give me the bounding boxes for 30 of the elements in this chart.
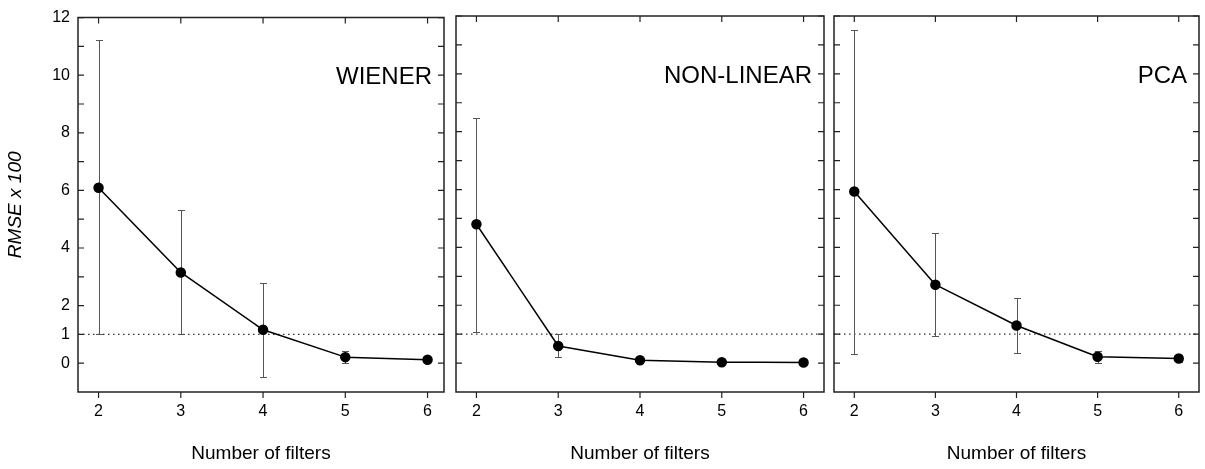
x-tick-label: 6 bbox=[423, 402, 433, 420]
y-tick-label: 8 bbox=[61, 123, 71, 141]
x-tick-label: 5 bbox=[1093, 402, 1103, 420]
y-tick-label: 6 bbox=[61, 180, 71, 198]
x-tick-label: 6 bbox=[799, 402, 809, 420]
x-axis-title: Number of filters bbox=[570, 441, 710, 463]
x-tick-label: 5 bbox=[717, 402, 727, 420]
x-tick-label: 3 bbox=[553, 402, 563, 420]
x-tick-label: 5 bbox=[340, 402, 350, 420]
y-tick-label: 4 bbox=[61, 238, 71, 256]
x-tick-label: 4 bbox=[635, 402, 645, 420]
x-tick-label: 2 bbox=[471, 402, 481, 420]
x-axis-title: Number of filters bbox=[191, 441, 331, 463]
x-tick-label: 4 bbox=[258, 402, 268, 420]
text: PCA bbox=[1137, 60, 1187, 88]
y-tick-label: 1 bbox=[61, 324, 71, 342]
x-tick-label: 2 bbox=[849, 402, 859, 420]
y-tick-label: 2 bbox=[61, 296, 71, 314]
y-tick-label: 12 bbox=[52, 8, 71, 26]
y-tick-label: 10 bbox=[52, 65, 71, 83]
y-axis-title: RMSE x 100 bbox=[3, 151, 25, 259]
x-axis-title: Number of filters bbox=[946, 441, 1087, 463]
x-tick-label: 4 bbox=[1012, 402, 1022, 420]
x-tick-label: 6 bbox=[1174, 402, 1184, 420]
x-tick-label: 3 bbox=[930, 402, 940, 420]
x-tick-label: 3 bbox=[176, 402, 186, 420]
y-tick-label: 0 bbox=[61, 353, 71, 371]
text: NON-LINEAR bbox=[663, 60, 812, 88]
x-tick-label: 2 bbox=[94, 402, 104, 420]
text: WIENER bbox=[336, 62, 432, 90]
